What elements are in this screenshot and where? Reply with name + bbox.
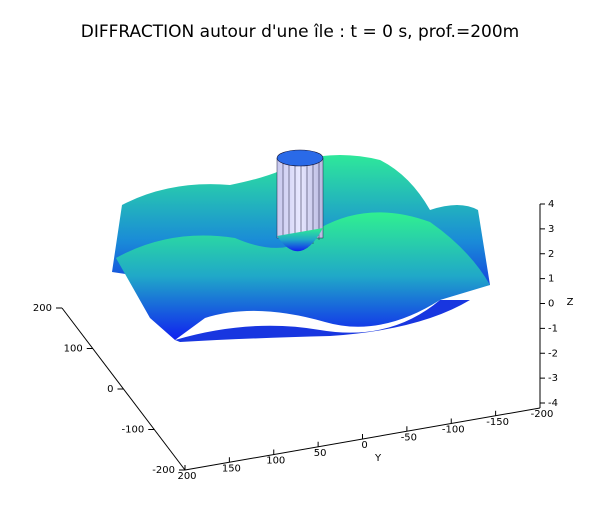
x-tick-label: 200 [33,303,52,314]
y-tick-label: 50 [314,448,327,459]
y-tick-label: -50 [401,432,417,443]
z-tick-label: -2 [548,348,558,359]
z-tick-label: -1 [548,323,558,334]
z-tick-label: -4 [548,398,558,409]
y-tick-label: -200 [531,409,554,420]
y-tick-label: 150 [222,463,241,474]
z-tick-label: 2 [548,249,554,260]
x-tick-label: 100 [64,344,83,355]
x-tick-label: -200 [152,465,175,476]
y-tick-label: -100 [442,425,465,436]
y-tick-label: 100 [266,456,285,467]
z-tick-label: 3 [548,224,554,235]
y-tick-label: 0 [361,440,367,451]
z-tick-label: 4 [548,199,554,210]
y-tick-label: -150 [486,417,509,428]
y-axis-label: Y [374,453,382,464]
x-tick-label: -100 [122,425,145,436]
y-tick-label: 200 [177,471,196,482]
z-axis-label: Z [567,297,574,308]
x-tick-label: 0 [107,384,113,395]
z-tick-label: -3 [548,373,558,384]
z-tick-label: 0 [548,299,554,310]
surface [112,149,490,342]
z-tick-label: 1 [548,274,554,285]
chart-title: DIFFRACTION autour d'une île : t = 0 s, … [81,22,519,42]
